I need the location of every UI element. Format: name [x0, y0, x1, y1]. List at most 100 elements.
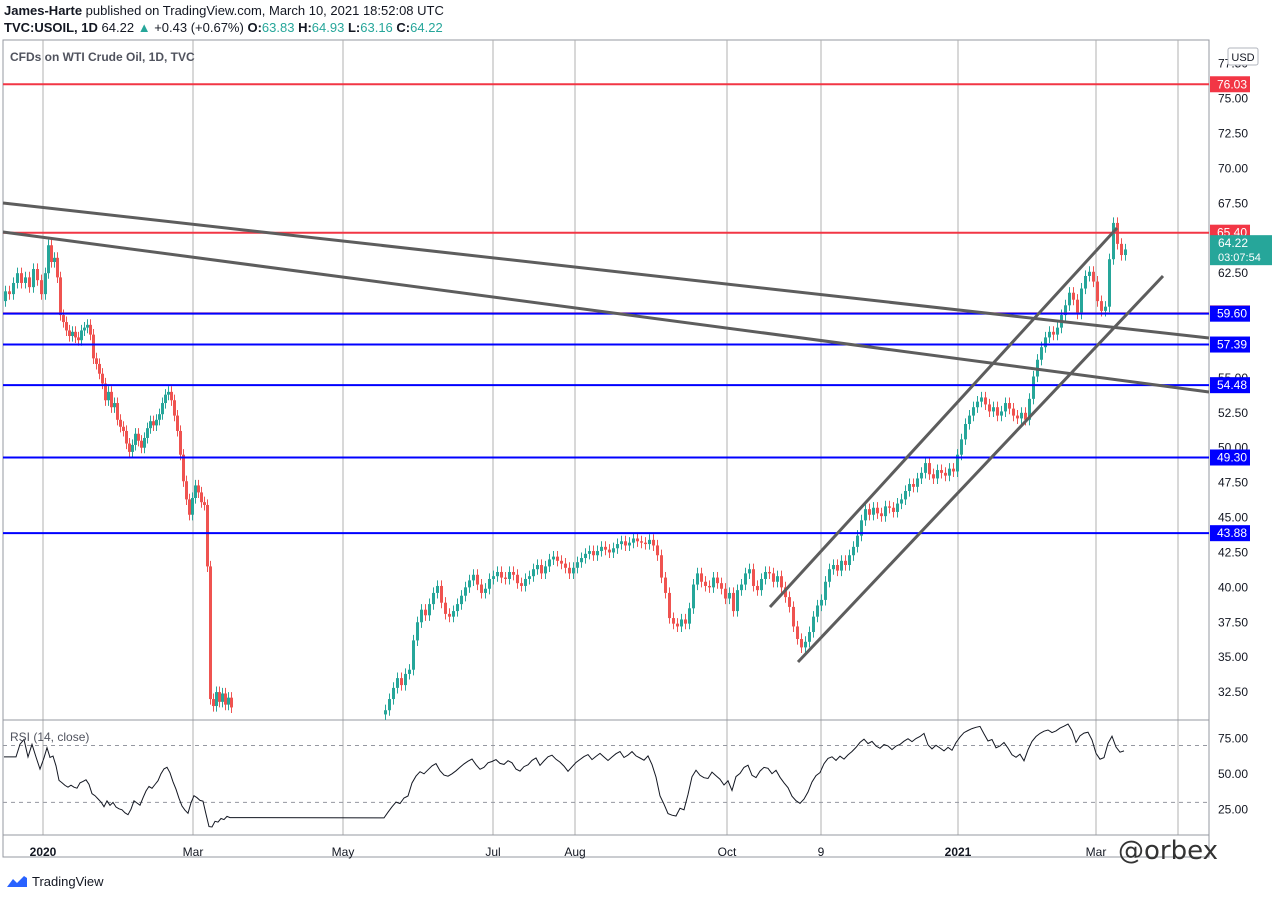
- candle-body: [1108, 259, 1111, 307]
- level-label-box: [1210, 76, 1250, 93]
- candle-body: [736, 590, 739, 612]
- candle-body: [1008, 403, 1011, 409]
- close-label: C:: [396, 20, 411, 35]
- candle-body: [134, 433, 137, 445]
- candle-body: [708, 585, 711, 588]
- level-label-box: [1210, 525, 1250, 542]
- candle-body: [720, 583, 723, 589]
- candle-body: [564, 563, 567, 568]
- candle-body: [556, 556, 559, 561]
- level-label-text: 76.03: [1217, 77, 1247, 91]
- symbol-label: TVC:USOIL, 1D: [4, 20, 98, 35]
- candle-body: [1072, 292, 1075, 300]
- time-tick-label: 9: [818, 845, 825, 859]
- candle-body: [940, 470, 943, 473]
- candle-body: [44, 273, 47, 295]
- candle-body: [640, 541, 643, 543]
- candle-body: [56, 257, 59, 278]
- candle-body: [676, 623, 679, 627]
- candle-body: [77, 337, 80, 341]
- candle-body: [119, 419, 122, 427]
- candle-body: [436, 585, 439, 593]
- candle-body: [880, 513, 883, 517]
- rsi-tick-label: 25.00: [1218, 802, 1248, 816]
- candle-body: [8, 291, 11, 295]
- candle-body: [448, 613, 451, 617]
- candle-body: [65, 322, 68, 331]
- candle-body: [161, 403, 164, 415]
- candle-body: [1100, 301, 1103, 311]
- candle-body: [107, 391, 110, 401]
- high-value: 64.93: [311, 20, 345, 35]
- price-tick-label: 45.00: [1218, 511, 1248, 525]
- candle-body: [1064, 305, 1067, 316]
- candle-body: [456, 604, 459, 612]
- candle-body: [580, 558, 583, 563]
- candle-body: [780, 576, 783, 588]
- candle-body: [167, 391, 170, 395]
- candle-body: [552, 556, 555, 560]
- price-tick-label: 52.50: [1218, 406, 1248, 420]
- candle-body: [840, 560, 843, 571]
- candle-body: [740, 584, 743, 591]
- candle-body: [191, 497, 194, 515]
- candle-body: [164, 394, 167, 404]
- candle-body: [472, 574, 475, 581]
- candle-body: [760, 578, 763, 591]
- candle-body: [688, 608, 691, 624]
- candle-body: [1076, 299, 1079, 314]
- candle-body: [752, 569, 755, 586]
- candle-body: [968, 415, 971, 424]
- candle-body: [432, 592, 435, 605]
- candle-body: [1088, 271, 1091, 276]
- candle-body: [1028, 398, 1031, 420]
- candle-body: [452, 611, 455, 617]
- candle-body: [872, 507, 875, 515]
- candles-group: [4, 217, 1127, 720]
- candle-body: [1068, 292, 1071, 306]
- price-tick-label: 47.50: [1218, 476, 1248, 490]
- candle-body: [125, 430, 128, 444]
- candle-body: [89, 324, 92, 335]
- candle-body: [820, 599, 823, 606]
- candle-body: [540, 565, 543, 574]
- candle-body: [812, 616, 815, 633]
- author-name[interactable]: James-Harte: [4, 3, 83, 18]
- level-label-text: 54.48: [1217, 378, 1247, 392]
- candle-body: [508, 571, 511, 579]
- candle-body: [836, 565, 839, 571]
- currency-badge[interactable]: USD: [1227, 47, 1259, 66]
- candle-body: [460, 595, 463, 605]
- tradingview-logo[interactable]: TradingView: [6, 874, 104, 889]
- candle-body: [1032, 376, 1035, 399]
- candle-body: [47, 245, 50, 274]
- candle-body: [684, 619, 687, 624]
- candle-body: [732, 592, 735, 612]
- candle-body: [560, 560, 563, 564]
- candle-body: [484, 588, 487, 593]
- candle-body: [868, 509, 871, 515]
- candle-body: [588, 551, 591, 554]
- candle-body: [396, 678, 399, 688]
- rsi-axis: 75.00 50.00 25.00: [1218, 731, 1248, 816]
- candle-body: [182, 454, 185, 482]
- candle-body: [1112, 222, 1115, 260]
- candle-body: [716, 577, 719, 584]
- candle-body: [764, 571, 767, 579]
- candle-body: [928, 463, 931, 475]
- candle-body: [32, 268, 35, 288]
- level-label-text: 57.39: [1217, 338, 1247, 352]
- candle-body: [24, 277, 27, 283]
- up-triangle-icon: ▲: [137, 20, 151, 35]
- candle-body: [996, 407, 999, 416]
- candle-body: [1120, 243, 1123, 256]
- candle-body: [548, 559, 551, 567]
- candle-body: [664, 577, 667, 593]
- candle-body: [185, 481, 188, 500]
- candle-body: [488, 578, 491, 589]
- candle-body: [212, 699, 215, 707]
- price-tick-label: 37.50: [1218, 615, 1248, 629]
- candle-body: [384, 710, 387, 715]
- candle-body: [128, 443, 131, 452]
